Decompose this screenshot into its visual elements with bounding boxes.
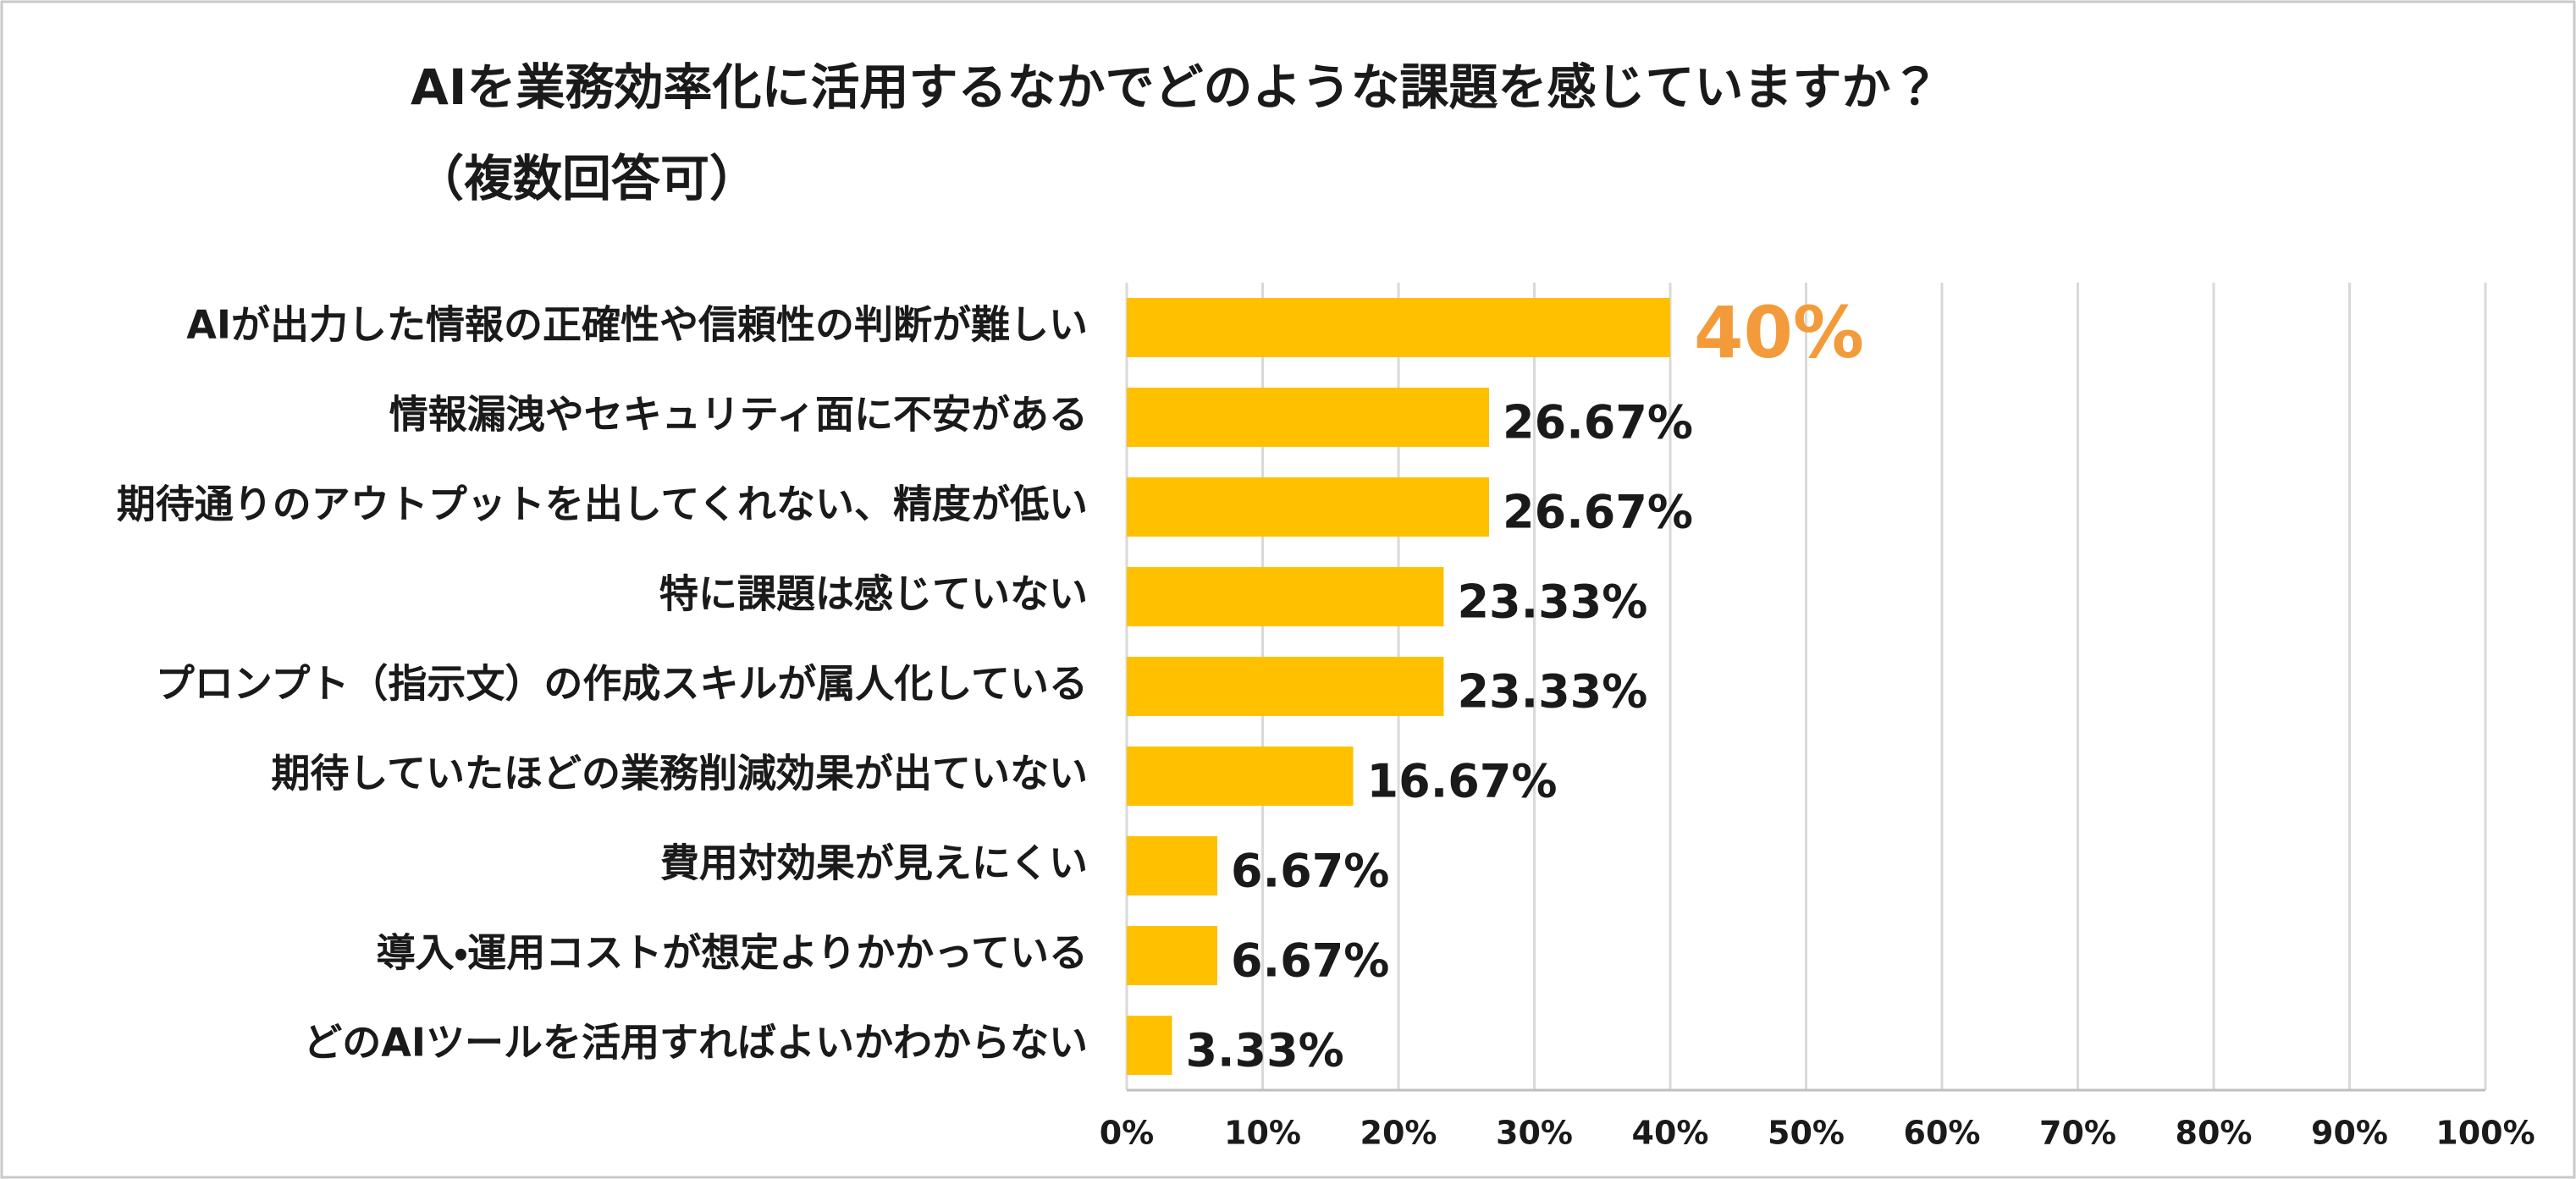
x-tick-label: 50% [1768,1115,1845,1152]
x-tick-label: 80% [2176,1115,2253,1152]
y-tick-label: 導入・運用コストが想定よりかかっている [377,930,1088,976]
chart-subtitle: （複数回答可） [415,150,758,207]
bar [1127,298,1670,357]
value-label: 6.67% [1231,934,1389,988]
x-tick-label: 100% [2435,1115,2535,1152]
y-tick-label: 情報漏洩やセキュリティ面に不安がある [389,392,1088,438]
y-tick-label: 期待通りのアウトプットを出してくれない、精度が低い [117,482,1088,527]
x-tick-label: 70% [2039,1115,2116,1152]
x-tick-label: 40% [1632,1115,1709,1152]
bar [1127,836,1218,895]
y-tick-label: 期待していたほどの業務削減効果が出ていない [271,751,1088,796]
y-tick-label: プロンプト（指示文）の作成スキルが属人化している [156,661,1088,707]
value-label: 26.67% [1503,486,1693,539]
value-label: 16.67% [1367,755,1558,808]
value-label: 26.67% [1503,396,1693,449]
x-tick-label: 0% [1100,1115,1155,1152]
bar [1127,1016,1172,1075]
x-tick-label: 60% [1904,1115,1981,1152]
bar [1127,657,1444,716]
x-tick-label: 10% [1224,1115,1301,1152]
value-label: 6.67% [1231,845,1389,898]
bar [1127,747,1354,806]
value-label: 40% [1694,291,1864,374]
value-label: 3.33% [1185,1024,1343,1077]
x-tick-label: 20% [1360,1115,1437,1152]
x-tick-label: 30% [1496,1115,1573,1152]
chart-title: AIを業務効率化に活用するなかでどのような課題を感じていますか？ [411,58,1939,116]
bar [1127,926,1218,985]
value-label: 23.33% [1457,576,1647,629]
bar [1127,567,1444,626]
bar [1127,477,1490,537]
y-tick-label: どのAIツールを活用すればよいかわからない [303,1020,1088,1066]
y-tick-label: 費用対効果が見えにくい [660,840,1088,886]
value-label: 23.33% [1457,665,1647,719]
x-tick-label: 90% [2311,1115,2388,1152]
bar [1127,388,1490,447]
y-tick-label: AIが出力した情報の正確性や信頼性の判断が難しい [186,302,1088,348]
y-tick-label: 特に課題は感じていない [659,571,1088,617]
